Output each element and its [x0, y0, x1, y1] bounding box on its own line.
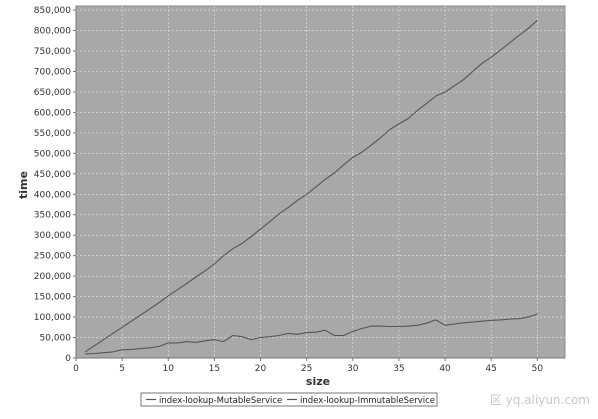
y-axis-label: time: [17, 171, 30, 199]
x-tick-label: 25: [301, 364, 312, 374]
series-lines: [84, 19, 538, 355]
y-tick-label: 100,000: [34, 313, 71, 323]
y-tick-label: 350,000: [34, 211, 71, 221]
legend: index-lookup-MutableService index-lookup…: [140, 392, 438, 407]
y-tick-label: 0: [65, 354, 71, 364]
y-tick-label: 400,000: [34, 190, 71, 200]
y-tick-label: 550,000: [34, 129, 71, 139]
x-tick-label: 50: [532, 364, 544, 374]
x-tick-label: 45: [485, 364, 496, 374]
x-tick-label: 30: [347, 364, 359, 374]
grid-lines: [76, 6, 565, 358]
y-tick-label: 300,000: [34, 231, 71, 241]
y-tick-label: 700,000: [34, 67, 71, 77]
y-tick-label: 150,000: [34, 293, 71, 303]
y-tick-label: 600,000: [34, 108, 71, 118]
x-tick-label: 0: [73, 364, 79, 374]
x-axis-label: size: [306, 375, 330, 388]
x-tick-label: 20: [255, 364, 267, 374]
y-tick-label: 50,000: [40, 334, 72, 344]
y-tick-label: 650,000: [34, 88, 71, 98]
legend-label-mutable: index-lookup-MutableService: [159, 396, 282, 406]
watermark-text: 区 yq.aliyun.com: [490, 393, 590, 407]
x-tick-label: 15: [209, 364, 220, 374]
y-tick-label: 750,000: [34, 47, 71, 57]
y-tick-label: 850,000: [34, 6, 71, 16]
axes: [75, 6, 565, 359]
legend-label-immutable: index-lookup-ImmutableService: [300, 396, 435, 406]
series-line-mutable-service: [84, 19, 538, 353]
y-tick-label: 200,000: [34, 272, 71, 282]
y-tick-label: 250,000: [34, 252, 71, 262]
x-tick-label: 10: [163, 364, 175, 374]
y-tick-label: 800,000: [34, 27, 71, 37]
x-tick-label: 35: [393, 364, 404, 374]
x-tick-label: 40: [439, 364, 451, 374]
x-tick-label: 5: [119, 364, 125, 374]
plot-area: [75, 5, 566, 359]
y-tick-label: 500,000: [34, 149, 71, 159]
y-tick-label: 450,000: [34, 170, 71, 180]
series-line-immutable-service: [85, 313, 538, 355]
tick-labels: 0 50,000 100,000 150,000 200,000 250,000 300,0…: [34, 6, 544, 374]
